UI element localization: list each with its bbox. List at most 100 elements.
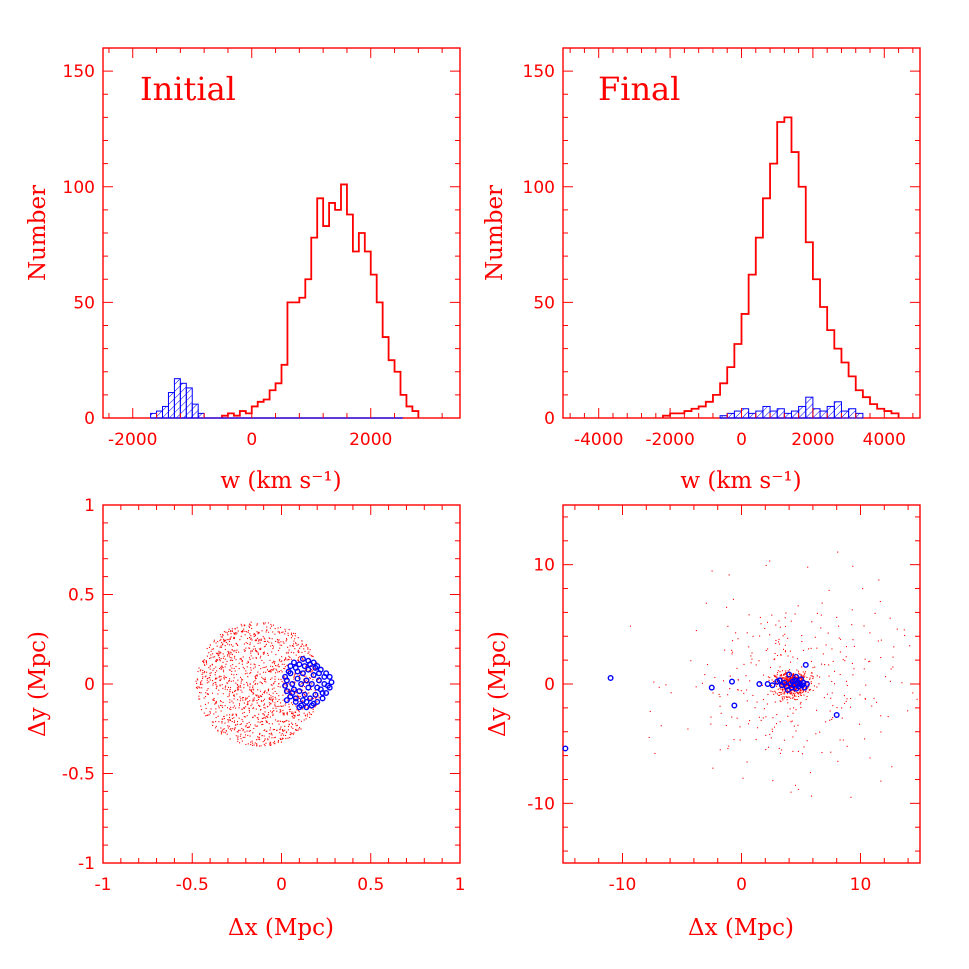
particle-dot xyxy=(265,643,267,645)
particle-dot xyxy=(253,667,255,669)
particle-dot xyxy=(880,731,882,733)
panel-title: Initial xyxy=(140,70,236,108)
particle-dot xyxy=(775,675,777,677)
particle-dot xyxy=(797,788,800,790)
particle-dot xyxy=(787,637,789,639)
particle-dot xyxy=(229,644,231,646)
particle-dot xyxy=(275,668,277,670)
particle-dot xyxy=(218,689,220,691)
particle-dot xyxy=(203,672,205,674)
particle-dot xyxy=(912,692,914,694)
particle-dot xyxy=(805,690,807,692)
particle-dot xyxy=(279,711,281,713)
particle-dot xyxy=(247,700,249,703)
particle-dot xyxy=(869,757,871,759)
particle-dot xyxy=(271,737,273,739)
particle-dot xyxy=(227,634,229,636)
particle-dot xyxy=(229,653,231,655)
particle-dot xyxy=(203,661,205,663)
y-tick-label: 100 xyxy=(523,178,555,198)
particle-dot xyxy=(765,716,767,718)
particle-dot xyxy=(224,676,226,678)
subgroup-point xyxy=(310,672,317,679)
particle-dot xyxy=(264,666,266,669)
particle-dot xyxy=(220,704,222,706)
particle-dot xyxy=(781,749,783,751)
particle-dot xyxy=(785,612,787,614)
particle-dot xyxy=(261,659,263,662)
particle-dot xyxy=(272,692,274,694)
particle-dot xyxy=(843,695,845,697)
particle-dot xyxy=(235,642,237,644)
particle-dot xyxy=(278,639,280,641)
particle-dot xyxy=(851,609,853,611)
particle-dot xyxy=(312,670,314,672)
particle-dot xyxy=(760,623,762,625)
particle-dot xyxy=(272,714,274,717)
particle-dot xyxy=(205,715,207,717)
particle-dot xyxy=(205,692,207,694)
particle-dot xyxy=(240,686,242,688)
particle-dot xyxy=(784,644,786,646)
particle-dot xyxy=(292,723,294,725)
particle-dot xyxy=(238,651,240,653)
particle-dot xyxy=(221,684,223,686)
particle-dot xyxy=(200,705,202,707)
particle-dot xyxy=(687,728,689,730)
particle-dot xyxy=(220,639,222,641)
particle-dot xyxy=(310,688,312,690)
particle-dot xyxy=(233,637,235,640)
particle-dot xyxy=(226,632,228,634)
particle-dot xyxy=(280,710,282,712)
particle-dot xyxy=(247,630,250,632)
particle-dot xyxy=(214,674,216,676)
particle-dot xyxy=(762,717,764,719)
particle-dot xyxy=(810,647,812,649)
particle-dot xyxy=(287,729,289,731)
particle-dot xyxy=(240,682,242,684)
particle-dot xyxy=(731,640,734,642)
particle-dot xyxy=(852,565,854,567)
particle-dot xyxy=(812,667,814,669)
particle-dot xyxy=(800,706,802,709)
particle-dot xyxy=(783,739,785,741)
particle-dot xyxy=(256,699,258,702)
particle-dot xyxy=(780,685,782,687)
particle-dot xyxy=(239,686,241,688)
y-tick-label: 150 xyxy=(523,62,555,82)
particle-dot xyxy=(782,635,784,637)
particle-dot xyxy=(282,709,284,712)
particle-dot xyxy=(739,726,741,728)
particle-dot xyxy=(244,650,246,652)
subgroup-point xyxy=(294,668,301,675)
particle-dot xyxy=(797,605,799,607)
particle-dot xyxy=(205,707,207,710)
particle-dot xyxy=(254,683,256,686)
particle-dot xyxy=(695,629,697,632)
particle-dot xyxy=(225,730,228,732)
particle-dot xyxy=(782,699,784,701)
particle-dot xyxy=(780,654,782,656)
particle-dot xyxy=(237,740,239,742)
particle-dot xyxy=(262,653,264,655)
particle-dot xyxy=(803,677,805,679)
particle-dot xyxy=(270,695,272,697)
particle-dot xyxy=(779,626,781,628)
particle-dot xyxy=(821,663,823,665)
particle-dot xyxy=(796,676,798,678)
particle-dot xyxy=(240,659,242,661)
particle-dot xyxy=(269,744,271,746)
particle-dot xyxy=(794,688,796,690)
subgroup-point xyxy=(708,684,715,691)
particle-dot xyxy=(311,683,313,685)
particle-dot xyxy=(737,688,739,691)
particle-dot xyxy=(797,670,800,672)
particle-dot xyxy=(805,691,807,693)
particle-dot xyxy=(217,693,219,695)
particle-dot xyxy=(297,637,299,639)
particle-dot xyxy=(287,699,289,701)
particle-dot xyxy=(789,672,791,675)
particle-dot xyxy=(244,716,246,718)
particle-dot xyxy=(259,690,262,692)
particle-dot xyxy=(281,728,284,731)
